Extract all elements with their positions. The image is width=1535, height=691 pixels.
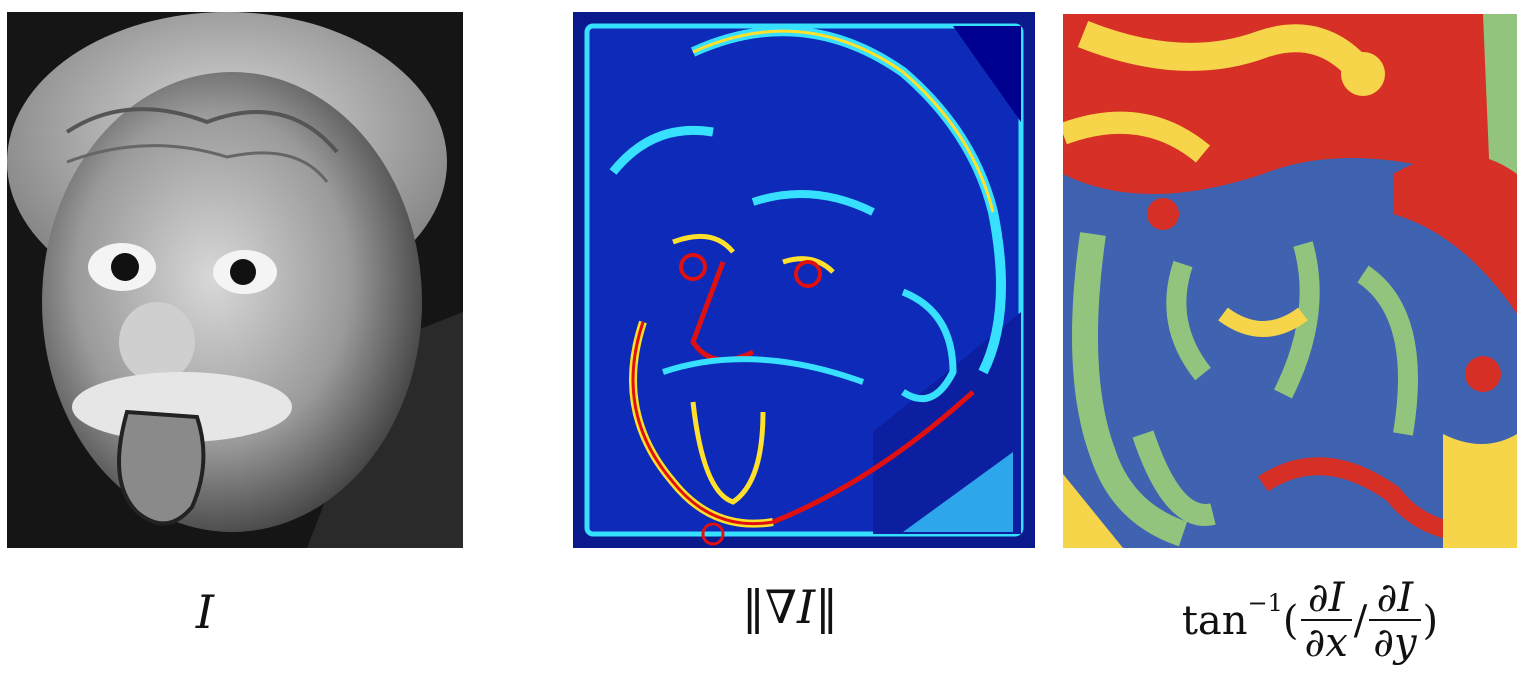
denominator-1: ∂x [1304, 620, 1348, 666]
gradient-magnitude-map [573, 12, 1035, 548]
slash: / [1353, 598, 1368, 644]
caption-var: I [796, 580, 816, 634]
numerator-1: ∂I [1307, 575, 1345, 621]
fraction-dI-dx: ∂I ∂x [1300, 575, 1352, 666]
gradient-direction-caption: tan −1( ∂I ∂x / ∂I ∂y ) [1100, 556, 1520, 686]
close-paren: ) [1422, 598, 1439, 644]
portrait-illustration [7, 12, 463, 548]
caption-I: I [195, 585, 215, 639]
open-paren: ( [1282, 598, 1299, 644]
nabla-symbol: ∇ [764, 580, 797, 634]
gradient-magnitude-panel [573, 12, 1035, 548]
numerator-2: ∂I [1376, 575, 1414, 621]
func-exponent: −1 [1247, 589, 1283, 617]
gradient-direction-map [1063, 14, 1517, 548]
fraction-bar-1 [1300, 619, 1352, 621]
fraction-dI-dy: ∂I ∂y [1369, 575, 1421, 666]
photo-caption: I [175, 585, 235, 639]
fraction-bar-2 [1369, 619, 1421, 621]
grayscale-photo-panel [7, 12, 463, 548]
norm-right: ‖ [815, 580, 839, 634]
norm-left: ‖ [741, 580, 765, 634]
gradient-direction-panel [1063, 14, 1517, 548]
denominator-2: ∂y [1373, 620, 1417, 666]
func-name: tan [1181, 598, 1248, 644]
gradient-magnitude-caption: ‖∇I‖ [725, 580, 855, 634]
